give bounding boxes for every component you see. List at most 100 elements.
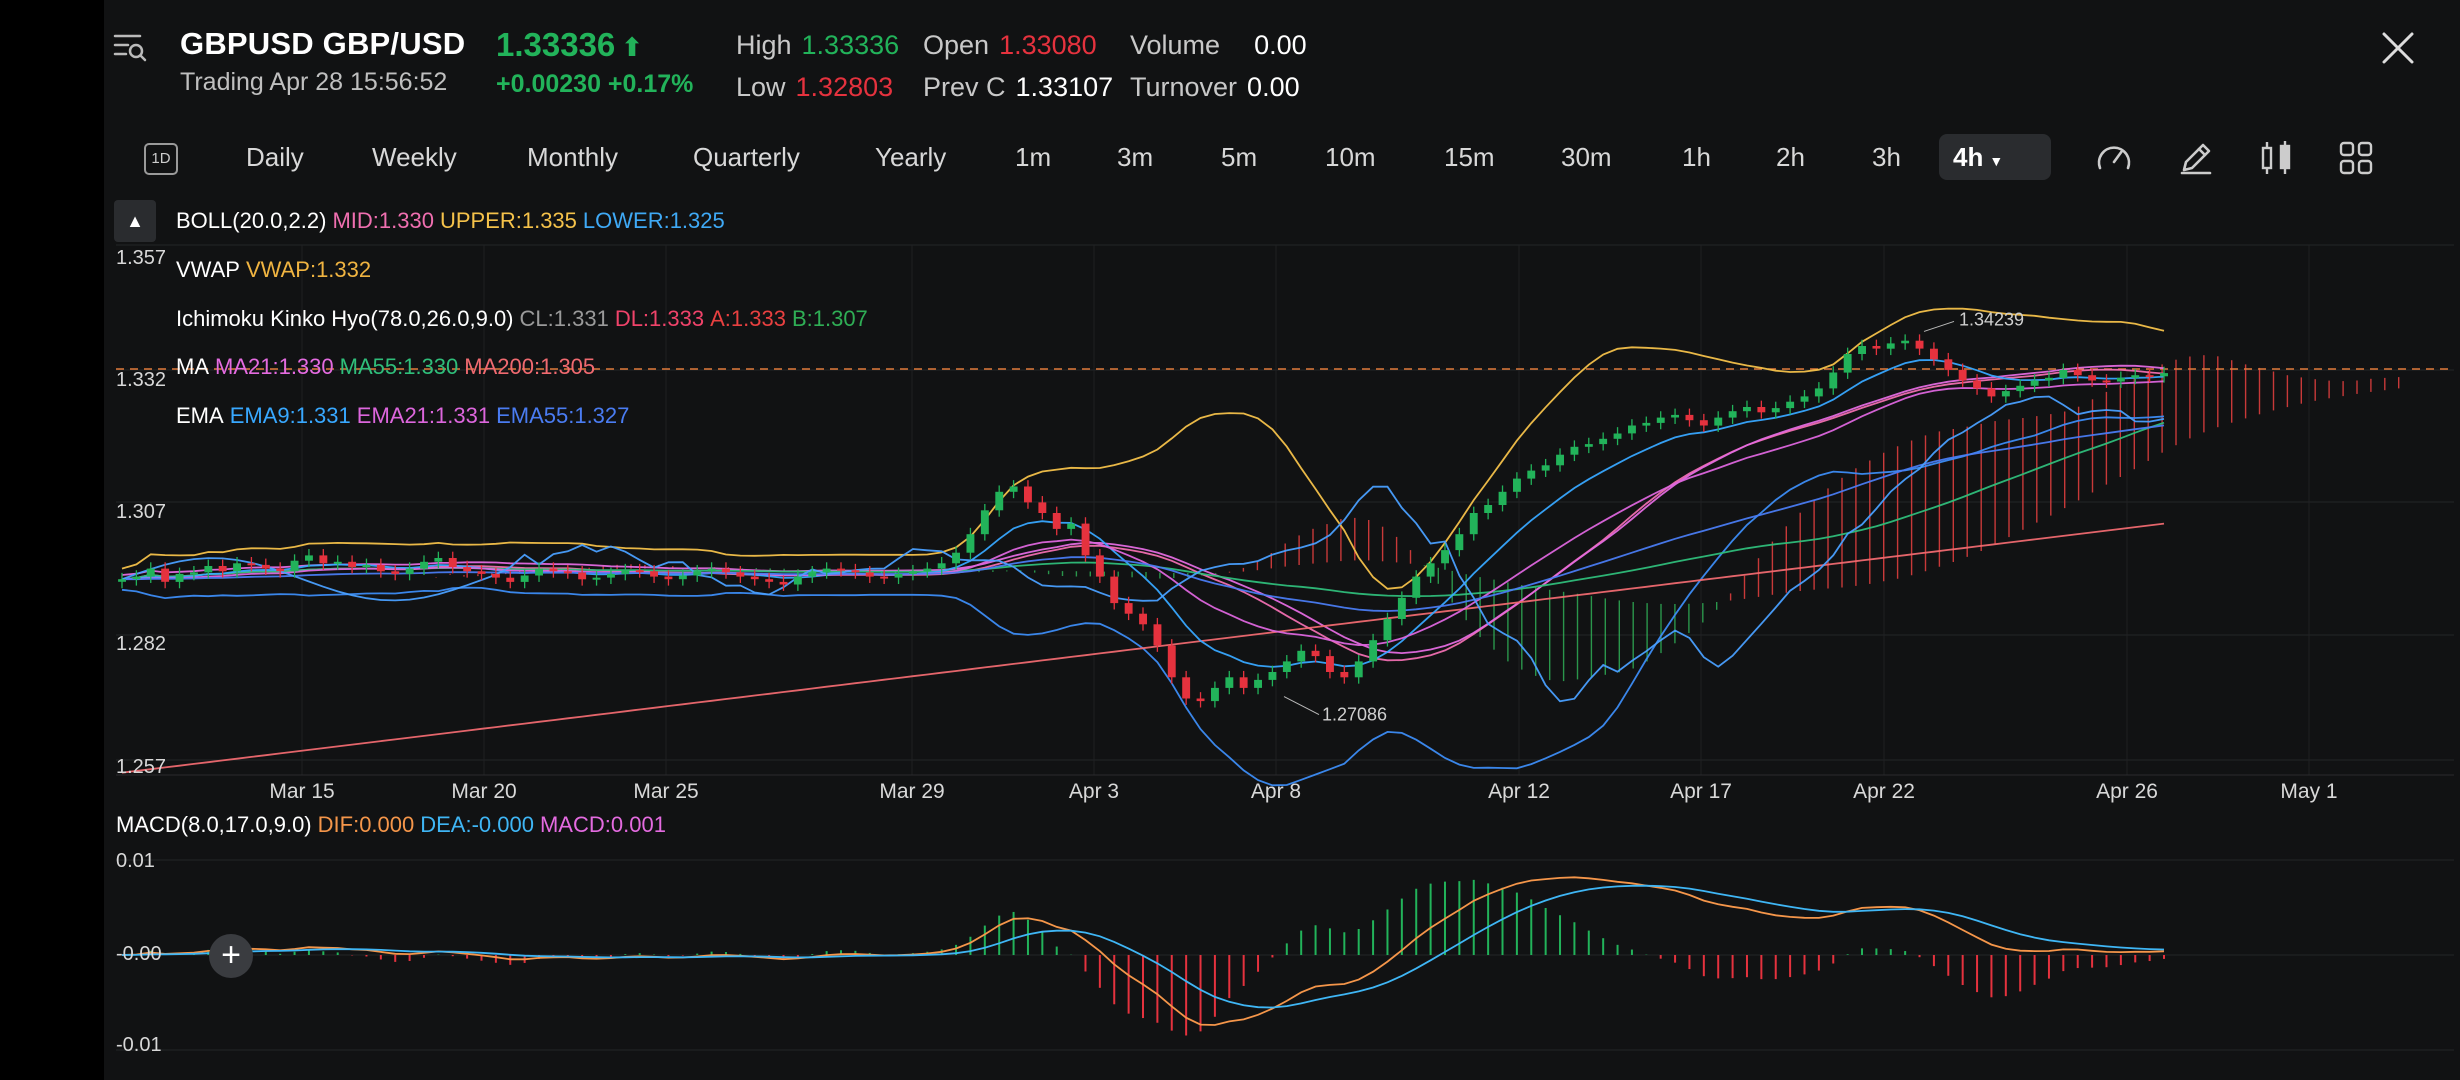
date-tick: Apr 17 [1670, 780, 1732, 803]
ema21-line [121, 380, 2165, 647]
close-icon[interactable] [2378, 28, 2418, 68]
tab-monthly[interactable]: Monthly [527, 142, 619, 172]
date-tick: Mar 25 [633, 780, 699, 803]
tab-daily[interactable]: Daily [246, 142, 304, 172]
candle-body [2016, 385, 2025, 392]
candle-body [578, 572, 587, 580]
quote-header: GBPUSD GBP/USD 1.33336 ⬆ Trading Apr 28 1… [104, 0, 2460, 120]
candle-body [247, 563, 256, 566]
date-tick: Mar 20 [451, 780, 517, 803]
tab-30m[interactable]: 30m [1561, 142, 1612, 172]
candle-body [1139, 613, 1147, 625]
candle-body [1297, 650, 1306, 662]
candle-body [348, 561, 357, 568]
candle-body [319, 555, 328, 564]
candle-body [2045, 377, 2053, 381]
high-marker-line [1923, 320, 1955, 332]
candle-body [693, 571, 702, 576]
ichimoku-legend: Ichimoku Kinko Hyo(78.0,26.0,9.0) CL:1.33… [176, 306, 868, 331]
candle-body [1225, 677, 1234, 688]
price-tick: 1.282 [116, 633, 167, 655]
stat-high: High 1.33336 [736, 30, 900, 60]
candle-body [2145, 375, 2154, 378]
candle-body [822, 568, 831, 573]
candle-body [1771, 408, 1780, 413]
candle-body [1858, 346, 1866, 354]
tab-5m[interactable]: 5m [1221, 142, 1258, 172]
candle-body [1814, 388, 1823, 397]
symbol-title: GBPUSD GBP/USD [180, 26, 466, 61]
tab-15m[interactable]: 15m [1444, 142, 1495, 172]
grid-layout-icon[interactable] [2336, 138, 2376, 178]
list-search-icon[interactable] [112, 28, 148, 64]
crosshair-button[interactable]: + [209, 934, 253, 978]
candle-body [492, 573, 500, 578]
ma21-line [121, 364, 2165, 655]
tab-4h[interactable]: 4h ▼ [1939, 134, 2051, 180]
candle-body [1714, 417, 1723, 426]
candle-body [290, 560, 299, 572]
candle-body [1397, 597, 1406, 619]
tab-1h[interactable]: 1h [1682, 142, 1711, 172]
price-chart[interactable]: 1.34239 1.27086 [104, 0, 2460, 1080]
price-tick: 1.357 [116, 247, 167, 269]
candle-body [1254, 679, 1262, 688]
macd-dea-line [121, 884, 2165, 1009]
candle-body [1843, 354, 1852, 373]
candle-body [1024, 486, 1032, 503]
candle-body [894, 573, 903, 578]
candle-body [1052, 513, 1061, 529]
candle-body [909, 571, 917, 574]
tab-2h[interactable]: 2h [1776, 142, 1805, 172]
candlestick-icon[interactable] [2256, 138, 2296, 178]
period-picker-icon[interactable]: 1D [144, 143, 178, 175]
candle-body [2073, 369, 2082, 376]
boll-legend: BOLL(20.0,2.2) MID:1.330 UPPER:1.335 LOWER:… [176, 208, 725, 233]
candle-body [1829, 372, 1838, 389]
caret-down-icon: ▼ [1989, 153, 2004, 169]
candle-body [1584, 444, 1593, 447]
tab-10m[interactable]: 10m [1325, 142, 1376, 172]
tab-weekly[interactable]: Weekly [372, 142, 457, 172]
last-price: 1.33336 ⬆ [496, 26, 644, 63]
ema55-line [122, 424, 2165, 612]
candle-body [736, 572, 745, 577]
stat-open: Open 1.33080 [923, 30, 1097, 60]
tab-1m[interactable]: 1m [1015, 142, 1052, 172]
tab-yearly[interactable]: Yearly [875, 142, 947, 172]
candle-body [405, 568, 414, 574]
gauge-icon[interactable] [2094, 138, 2134, 178]
candle-body [952, 552, 960, 564]
candle-body [607, 573, 615, 578]
candle-body [420, 561, 428, 569]
candle-body [1311, 650, 1320, 657]
candle-body [1182, 677, 1191, 699]
candle-body [650, 571, 658, 577]
ma-legend: MA MA21:1.330 MA55:1.330 MA200:1.305 [176, 354, 596, 379]
collapse-indicators-button[interactable]: ▲ [114, 200, 156, 242]
candle-body [1743, 407, 1751, 412]
draw-pen-icon[interactable] [2176, 138, 2216, 178]
tab-quarterly[interactable]: Quarterly [693, 142, 800, 172]
candle-body [592, 577, 601, 580]
date-tick: Apr 22 [1853, 780, 1915, 803]
candle-body [1426, 563, 1435, 577]
macd-legend: MACD(8.0,17.0,9.0) DIF:0.000 DEA:-0.000 MAC… [116, 812, 666, 837]
candle-body [1930, 348, 1938, 360]
tab-3h[interactable]: 3h [1872, 142, 1901, 172]
candle-body [1901, 340, 1910, 344]
candle-body [765, 579, 774, 582]
boll-upper-line [121, 307, 2165, 590]
candle-body [563, 571, 572, 574]
candle-body [1613, 433, 1622, 439]
candle-body [333, 561, 342, 564]
price-tick: 1.257 [116, 756, 167, 778]
candle-body [1369, 640, 1378, 662]
candle-body [146, 568, 155, 577]
tab-3m[interactable]: 3m [1117, 142, 1154, 172]
date-tick: Apr 3 [1068, 780, 1120, 803]
date-tick: Apr 8 [1250, 780, 1302, 803]
candle-body [118, 579, 126, 582]
candle-body [1455, 534, 1464, 551]
price-tick: 1.307 [116, 501, 167, 523]
